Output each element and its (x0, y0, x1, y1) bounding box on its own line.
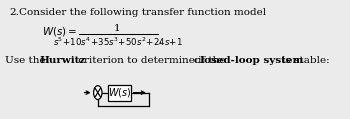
Text: 1: 1 (114, 24, 121, 33)
Text: 2.: 2. (10, 8, 20, 17)
Text: closed-loop system: closed-loop system (194, 56, 303, 65)
Text: Consider the following transfer function model: Consider the following transfer function… (19, 8, 266, 17)
Circle shape (93, 86, 102, 99)
Text: ,: , (159, 35, 162, 44)
Text: Hurwitz: Hurwitz (40, 56, 86, 65)
Text: Use the: Use the (6, 56, 49, 65)
FancyBboxPatch shape (108, 85, 131, 101)
Text: $s^5\!+\!10s^4\!+\!35s^3\!+\!50s^2\!+\!24s\!+\!1$: $s^5\!+\!10s^4\!+\!35s^3\!+\!50s^2\!+\!2… (53, 35, 183, 48)
Text: $W(s)$: $W(s)$ (108, 86, 131, 99)
Text: is stable:: is stable: (279, 56, 329, 65)
Text: $W(s) =$: $W(s) =$ (42, 25, 77, 38)
Text: criterion to determine if the: criterion to determine if the (75, 56, 229, 65)
